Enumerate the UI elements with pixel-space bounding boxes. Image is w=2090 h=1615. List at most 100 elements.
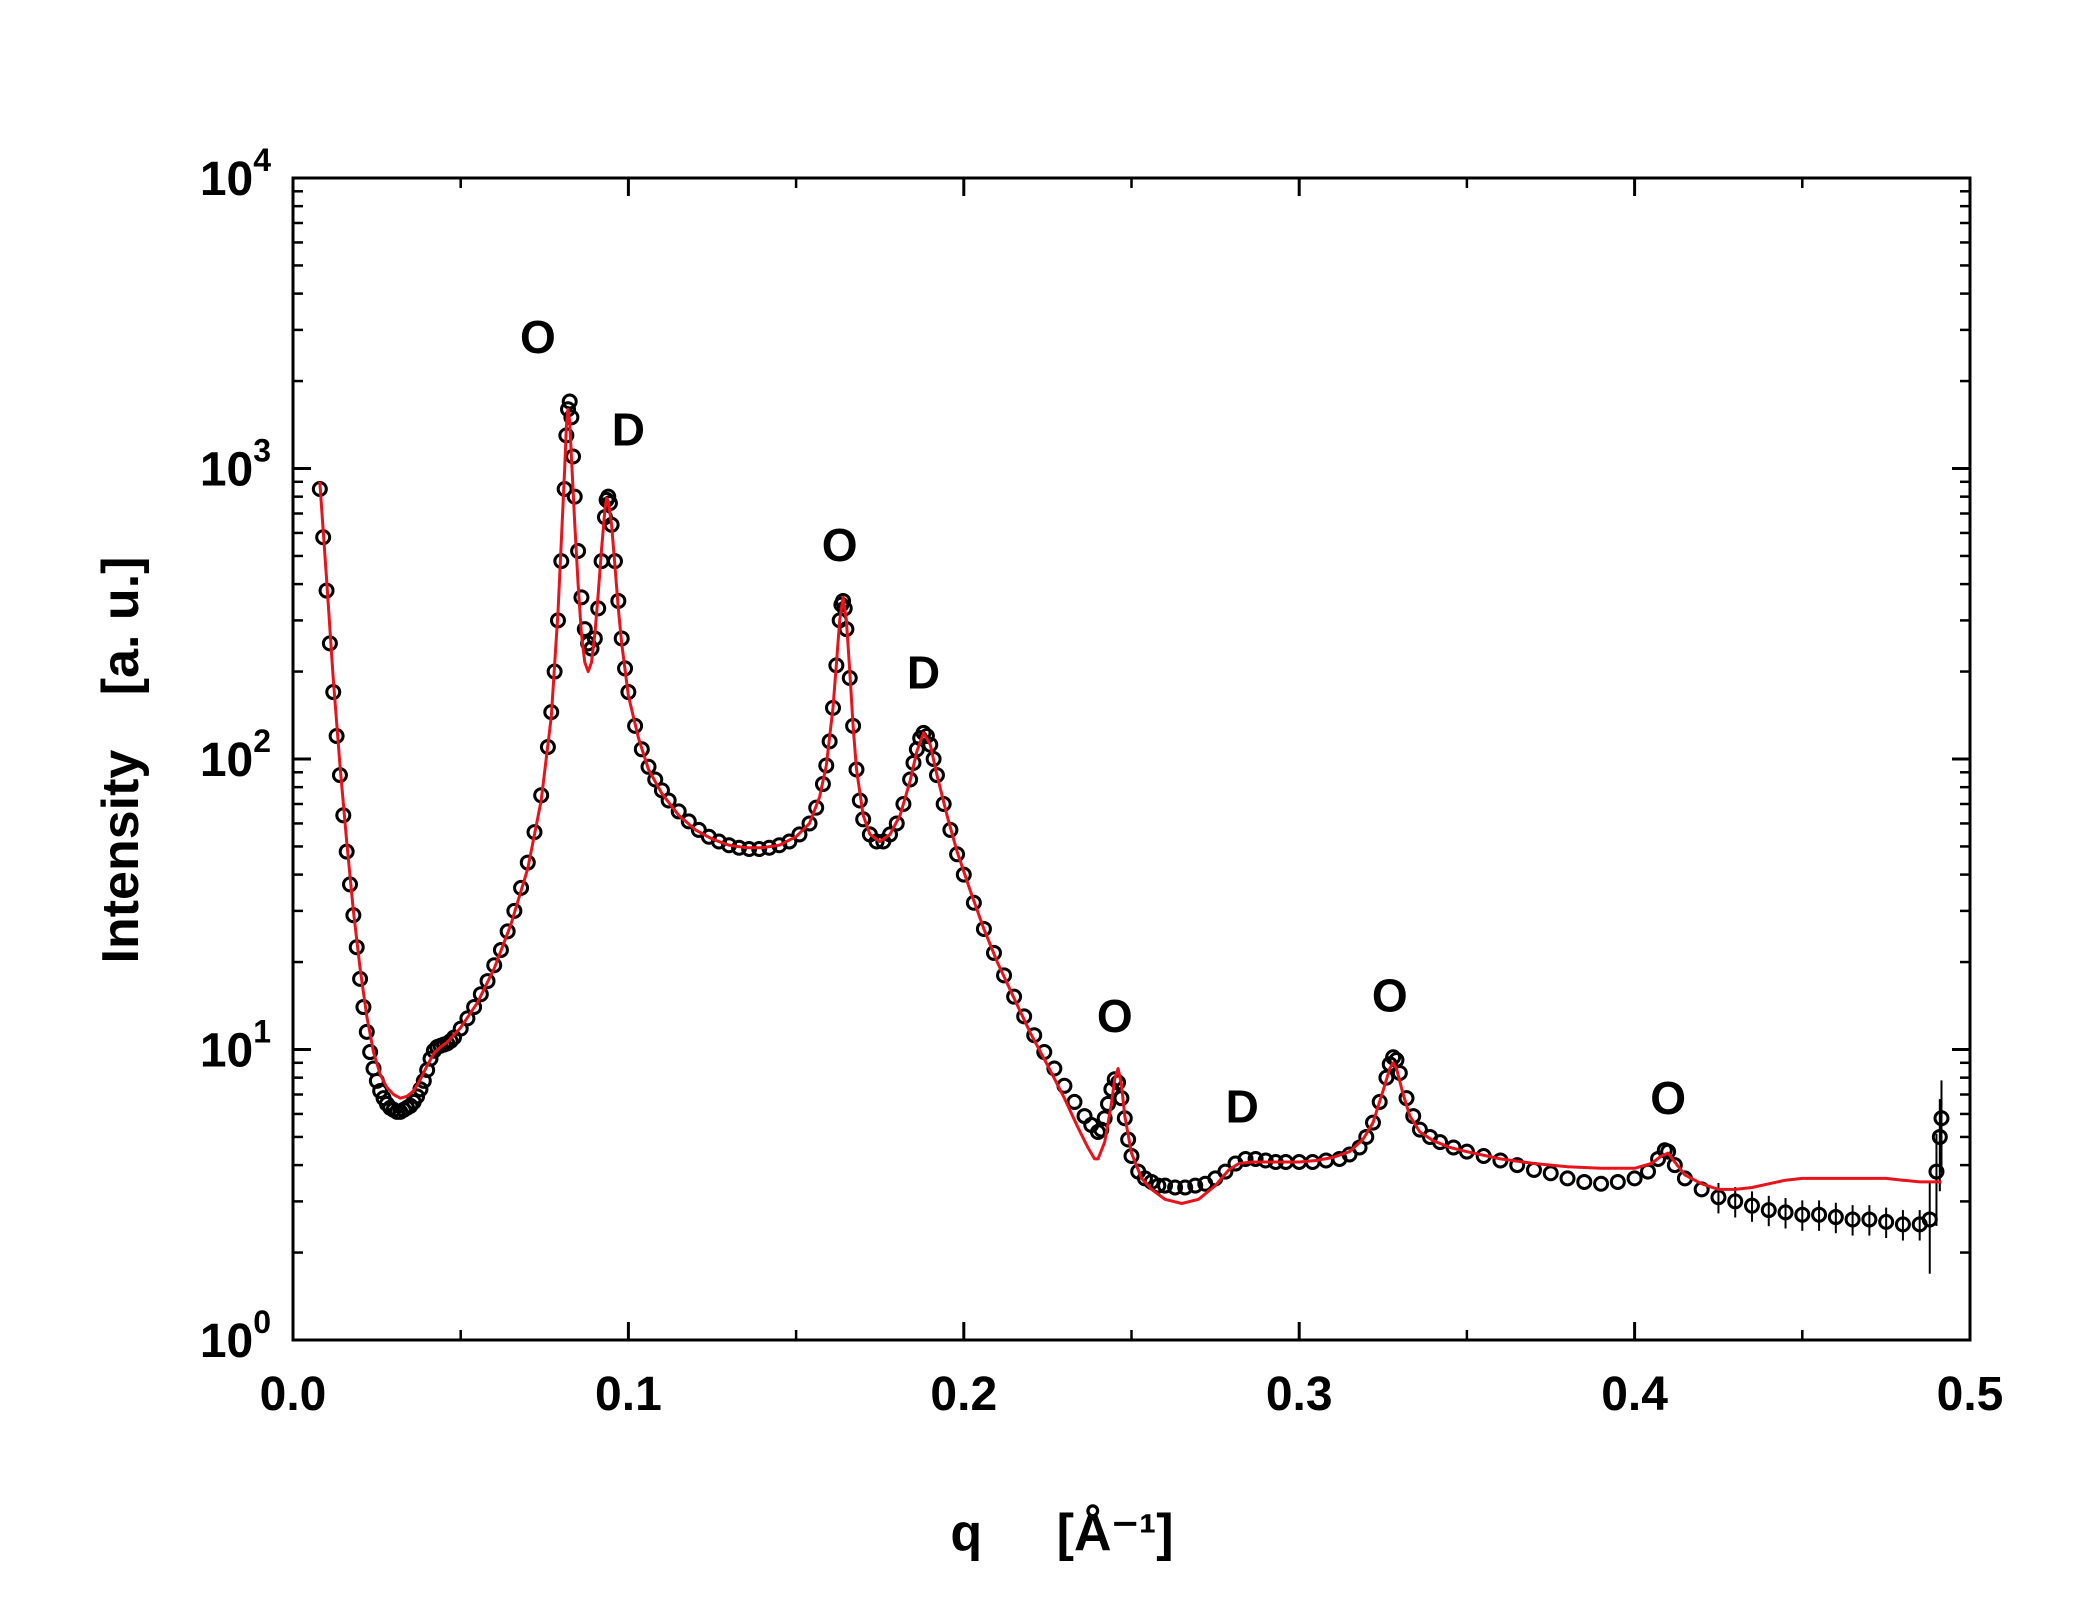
x-tick-label: 0.3: [1266, 1368, 1333, 1421]
measured-point: [1150, 1177, 1167, 1194]
measured-point: [472, 986, 489, 1003]
measured-point: [1593, 1175, 1610, 1192]
measured-point: [895, 795, 912, 812]
measured-point: [996, 967, 1013, 984]
measured-point: [670, 803, 687, 820]
measured-point: [499, 923, 516, 940]
measured-point: [1894, 1216, 1911, 1233]
measured-point: [1247, 1150, 1264, 1167]
measured-point: [1666, 1157, 1683, 1174]
measured-point: [882, 826, 899, 843]
measured-point: [1928, 1163, 1945, 1180]
measured-point: [1187, 1177, 1204, 1194]
measured-point: [1933, 1110, 1950, 1127]
y-tick-label: 103: [200, 433, 271, 497]
measured-point: [1006, 988, 1023, 1005]
measured-point: [1760, 1202, 1777, 1219]
x-axis-label-symbol: q: [950, 1504, 982, 1562]
measured-point: [918, 727, 935, 744]
measured-point: [1794, 1206, 1811, 1223]
measured-point: [680, 813, 697, 830]
measured-point: [1364, 1114, 1381, 1131]
peak-label-d: D: [907, 646, 940, 698]
x-tick-label: 0.4: [1601, 1368, 1668, 1421]
measured-point: [633, 741, 650, 758]
measured-point: [985, 944, 1002, 961]
measured-point: [573, 589, 590, 606]
x-tick-label: 0.0: [260, 1368, 327, 1421]
y-tick-label-exponent: 4: [253, 142, 271, 178]
x-tick-label: 0.1: [595, 1368, 662, 1421]
peak-label-o: O: [1372, 970, 1408, 1022]
measured-point: [358, 1023, 375, 1040]
measured-point: [808, 799, 825, 816]
measured-point: [1411, 1121, 1428, 1138]
peak-label-o: O: [1097, 990, 1133, 1042]
measured-point: [1167, 1179, 1184, 1196]
measured-point: [563, 409, 580, 426]
measured-point: [640, 758, 657, 775]
y-axis-label-text: Intensity: [92, 750, 150, 964]
series-layer: [311, 393, 1950, 1274]
measured-point: [1626, 1170, 1643, 1187]
measured-point: [1811, 1206, 1828, 1223]
y-tick-label-base: 10: [200, 153, 253, 206]
y-tick-label: 102: [200, 723, 271, 787]
measured-point: [1660, 1143, 1677, 1160]
measured-point: [466, 999, 483, 1016]
measured-point: [479, 973, 496, 990]
peak-label-o: O: [520, 311, 556, 363]
measured-point: [975, 920, 992, 937]
measured-point: [868, 833, 885, 850]
measured-point: [1177, 1179, 1194, 1196]
measured-point: [801, 815, 818, 832]
y-tick-label: 100: [200, 1304, 271, 1368]
measured-point: [492, 942, 509, 959]
y-tick-label-base: 10: [200, 1315, 253, 1368]
measured-point: [1743, 1197, 1760, 1214]
y-tick-label-base: 10: [200, 1025, 253, 1078]
measured-point: [1371, 1093, 1388, 1110]
measured-point: [1861, 1211, 1878, 1228]
measured-point: [1777, 1204, 1794, 1221]
measured-point: [1576, 1173, 1593, 1190]
measured-point: [1509, 1157, 1526, 1174]
measured-point: [1844, 1211, 1861, 1228]
measured-point: [1931, 1128, 1948, 1145]
y-tick-label-base: 10: [200, 734, 253, 787]
measured-point: [1609, 1173, 1626, 1190]
y-tick-label-exponent: 0: [253, 1304, 271, 1340]
peak-label-d: D: [1226, 1081, 1259, 1133]
measured-point: [1878, 1213, 1895, 1230]
measured-point: [965, 894, 982, 911]
peak-label-o: O: [1650, 1072, 1686, 1124]
y-tick-label-exponent: 1: [253, 1014, 271, 1050]
measured-point: [1100, 1095, 1117, 1112]
measured-point: [1827, 1209, 1844, 1226]
x-tick-label: 0.5: [1937, 1368, 2004, 1421]
x-axis-label-unit: [Å⁻¹]: [1057, 1504, 1174, 1562]
measured-point: [915, 724, 932, 741]
y-tick-label: 104: [200, 142, 271, 206]
x-tick-label: 0.2: [930, 1368, 997, 1421]
y-tick-label-base: 10: [200, 444, 253, 497]
peak-label-o: O: [822, 519, 858, 571]
x-axis-label: q [Å⁻¹]: [950, 1504, 1173, 1562]
measured-point: [1257, 1152, 1274, 1169]
y-axis-label-unit: [a. u.]: [92, 557, 150, 696]
measured-point: [888, 815, 905, 832]
measured-point: [660, 792, 677, 809]
measured-point: [1110, 1074, 1127, 1091]
peak-label-d: D: [612, 403, 645, 455]
measured-point: [362, 1044, 379, 1061]
y-tick-label-exponent: 2: [253, 723, 271, 759]
y-tick-label-exponent: 3: [253, 433, 271, 469]
measured-point: [1727, 1193, 1744, 1210]
measured-point: [561, 393, 578, 410]
measured-point: [1217, 1163, 1234, 1180]
measured-point: [1358, 1128, 1375, 1145]
fit-line: [318, 407, 1942, 1205]
measured-point: [576, 621, 593, 638]
